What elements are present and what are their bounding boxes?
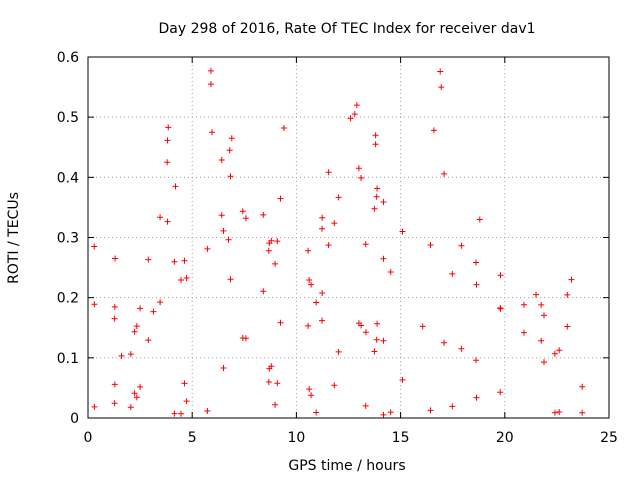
scatter-point <box>533 291 540 298</box>
x-tick-label: 25 <box>600 430 618 446</box>
x-tick-label: 20 <box>496 430 514 446</box>
scatter-point <box>372 132 379 139</box>
scatter-point <box>207 81 214 88</box>
scatter-point <box>172 183 179 190</box>
scatter-point <box>91 243 98 250</box>
x-tick-label: 0 <box>84 430 93 446</box>
data-points <box>91 67 586 418</box>
y-axis-label: ROTI / TECUs <box>6 192 22 284</box>
scatter-point <box>438 84 445 91</box>
scatter-point <box>372 141 379 148</box>
y-tick-label: 0.2 <box>57 291 79 307</box>
y-tick-label: 0.6 <box>57 50 79 66</box>
scatter-point <box>568 276 575 283</box>
scatter-point <box>280 124 287 131</box>
scatter-point <box>165 124 172 131</box>
x-axis-label: GPS time / hours <box>288 458 405 474</box>
chart-title: Day 298 of 2016, Rate Of TEC Index for r… <box>158 21 535 37</box>
grid-lines <box>88 57 609 418</box>
scatter-point <box>351 111 358 118</box>
scatter-point <box>208 129 215 136</box>
y-tick-label: 0.4 <box>57 170 79 186</box>
x-tick-label: 5 <box>188 430 197 446</box>
scatter-point <box>207 67 214 74</box>
y-tick-label: 0.1 <box>57 351 79 367</box>
scatter-point <box>476 216 483 223</box>
x-tick-label: 15 <box>392 430 410 446</box>
scatter-point <box>437 68 444 75</box>
scatter-point <box>353 102 360 109</box>
plot-frame <box>87 56 610 419</box>
y-tick-label: 0 <box>70 411 79 427</box>
y-tick-label: 0.3 <box>57 231 79 247</box>
scatter-point <box>164 159 171 166</box>
scatter-point <box>347 115 354 122</box>
scatter-point <box>228 135 235 142</box>
y-tick-label: 0.5 <box>57 110 79 126</box>
scatter-point <box>226 147 233 154</box>
scatter-point <box>430 127 437 134</box>
scatter-point-cloud <box>91 137 586 418</box>
x-tick-label: 10 <box>287 430 305 446</box>
axes: 0 5 10 15 20 25 0 0.1 0.2 0.3 0.4 0.5 0.6 <box>57 50 618 446</box>
scatter-point <box>112 255 119 262</box>
